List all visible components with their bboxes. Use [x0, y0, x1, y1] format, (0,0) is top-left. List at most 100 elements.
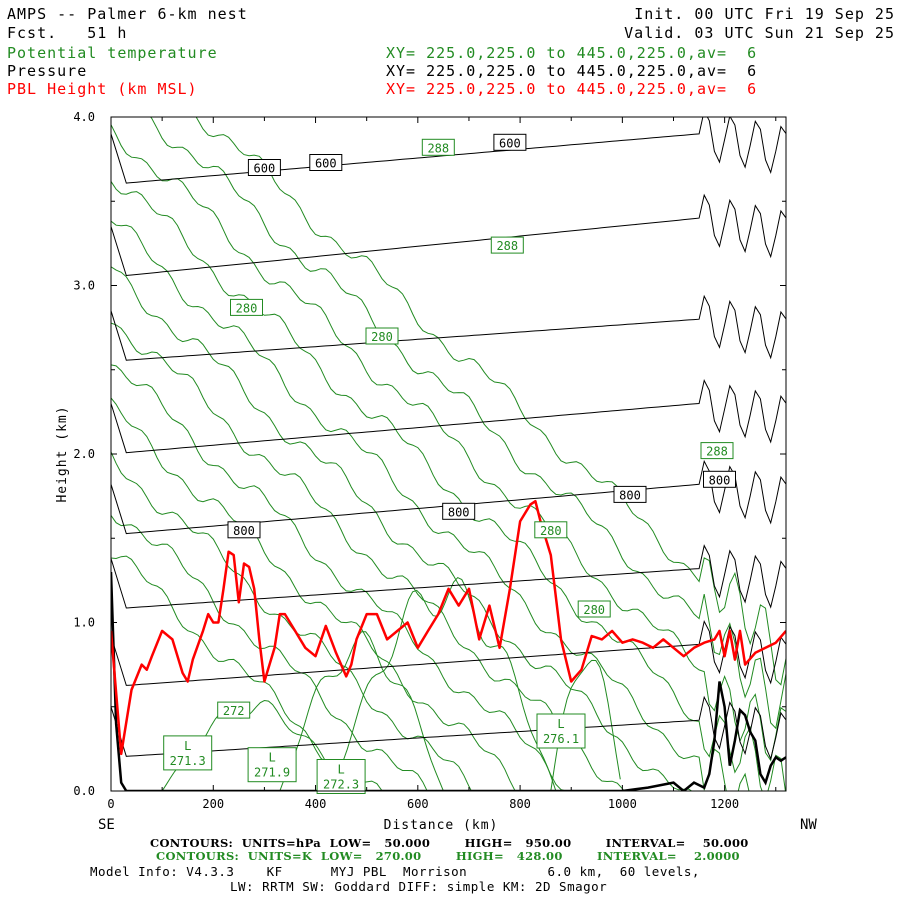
theta-label-box — [577, 600, 611, 618]
low-center-box — [316, 759, 366, 794]
pressure-contour-line — [111, 294, 786, 361]
low-center-marker: L — [184, 739, 191, 753]
field-xy-pressure: XY= 225.0,225.0 to 445.0,225.0,av= 6 — [386, 62, 758, 80]
x-axis-label: Distance (km) — [384, 818, 499, 833]
theta-label-box — [534, 521, 568, 539]
theta-contour-line — [111, 397, 516, 791]
low-center-box — [536, 713, 586, 749]
field-xy-theta: XY= 225.0,225.0 to 445.0,225.0,av= 6 — [386, 44, 758, 62]
contour-labels: 288 288 280 280 288 280 280 272 600 600 600 800 800 8… — [163, 133, 736, 794]
theta-label-box — [490, 236, 524, 254]
theta-contour-line — [111, 555, 383, 791]
x-end-label-left: SE — [98, 817, 115, 833]
axes: 0.0 1.0 2.0 3.0 4.0 0 200 400 600 800 1000 1200 Dist… — [55, 110, 817, 833]
low-center-marker: L — [337, 763, 344, 777]
x-tick-label: 1000 — [608, 797, 637, 811]
pressure-label-box — [442, 502, 476, 520]
pressure-label-box — [247, 159, 281, 176]
x-tick-label: 600 — [407, 797, 429, 811]
theta-contour-line — [279, 631, 444, 791]
pressure-label-box — [227, 521, 261, 539]
theta-contour-line — [111, 515, 428, 791]
pbl-height-line — [111, 499, 786, 756]
pressure-label-text: 800 — [233, 524, 255, 538]
contours-theta-info: CONTOURS: UNITS=K LOW= 270.00 HIGH= 428.… — [156, 849, 740, 863]
terrain-profile — [111, 571, 786, 791]
theta-contour-line — [111, 124, 786, 762]
pressure-label: 600 — [247, 159, 281, 176]
low-center-value: 276.1 — [543, 732, 579, 746]
low-center-value: 272.3 — [323, 778, 359, 792]
pressure-label: 800 — [703, 470, 736, 488]
theta-label-text: 288 — [496, 239, 518, 253]
pressure-label-box — [703, 470, 736, 488]
pressure-label-text: 800 — [709, 473, 731, 487]
theta-label-text: 280 — [540, 524, 562, 538]
low-center-box — [247, 747, 297, 783]
pressure-label-text: 600 — [499, 136, 521, 150]
theta-label: 272 — [217, 701, 251, 719]
pressure-label-box — [309, 154, 343, 171]
low-center-marker: L — [557, 717, 564, 731]
pressure-contour-line — [111, 193, 786, 277]
theta-label: 288 — [490, 236, 524, 254]
theta-label: 280 — [534, 521, 568, 539]
terrain-line — [111, 571, 786, 791]
pressure-label: 800 — [613, 485, 647, 503]
pressure-label: 600 — [309, 154, 343, 171]
theta-label-text: 288 — [427, 141, 449, 155]
theta-contour-line — [111, 364, 570, 791]
pressure-label-text: 600 — [315, 157, 337, 171]
low-center-box — [163, 735, 213, 771]
pressure-contour-line — [111, 379, 786, 454]
model-info: Model Info: V4.3.3 KF MYJ PBL Morrison 6… — [90, 864, 700, 879]
pressure-label-box — [613, 485, 647, 503]
pressure-label-text: 800 — [619, 488, 641, 502]
x-end-label-right: NW — [800, 817, 817, 833]
theta-contour-line — [195, 117, 786, 686]
pressure-label: 800 — [227, 521, 261, 539]
field-name-theta: Potential temperature — [7, 44, 218, 62]
field-name-pbl: PBL Height (km MSL) — [7, 80, 198, 98]
theta-label-text: 280 — [236, 301, 258, 315]
theta-label: 280 — [577, 600, 611, 618]
field-name-pressure: Pressure — [7, 62, 88, 80]
theta-label: 280 — [230, 298, 263, 316]
theta-contour-line — [111, 220, 750, 791]
theta-label-box — [700, 442, 734, 460]
forecast-hour: Fcst. 51 h — [7, 24, 128, 42]
theta-contour-line — [111, 451, 472, 791]
x-tick-label: 400 — [305, 797, 327, 811]
x-tick-label: 0 — [107, 797, 114, 811]
theta-contour-line — [330, 576, 557, 791]
theta-contour-line — [150, 117, 786, 730]
pressure-label-text: 800 — [448, 505, 470, 519]
theta-label-box — [217, 701, 251, 719]
pressure-contour-line — [111, 544, 786, 609]
pressure-label-box — [493, 133, 527, 151]
chart-title: AMPS -- Palmer 6-km nest — [7, 5, 248, 23]
theta-contour-line — [111, 266, 693, 791]
x-tick-label: 1200 — [710, 797, 739, 811]
pbl-height-series — [111, 499, 786, 756]
y-tick-label: 1.0 — [73, 616, 95, 630]
x-tick-label: 200 — [202, 797, 224, 811]
theta-label-box — [421, 138, 455, 156]
init-time: Init. 00 UTC Fri 19 Sep 25 — [634, 5, 895, 23]
pressure-contour-line — [111, 459, 786, 535]
theta-contour-line — [111, 322, 625, 791]
cross-section-chart: 288 288 280 280 288 280 280 272 600 600 600 800 800 8… — [55, 110, 817, 833]
theta-contours — [111, 117, 786, 791]
pressure-label: 600 — [493, 133, 527, 151]
field-xy-pbl: XY= 225.0,225.0 to 445.0,225.0,av= 6 — [386, 80, 758, 98]
theta-label: 288 — [700, 442, 734, 460]
y-axis-label: Height (km) — [55, 405, 70, 502]
pressure-label-text: 600 — [254, 162, 276, 176]
theta-label-box — [365, 327, 399, 345]
low-center-marker: L — [268, 751, 275, 765]
y-tick-label: 4.0 — [73, 110, 95, 124]
